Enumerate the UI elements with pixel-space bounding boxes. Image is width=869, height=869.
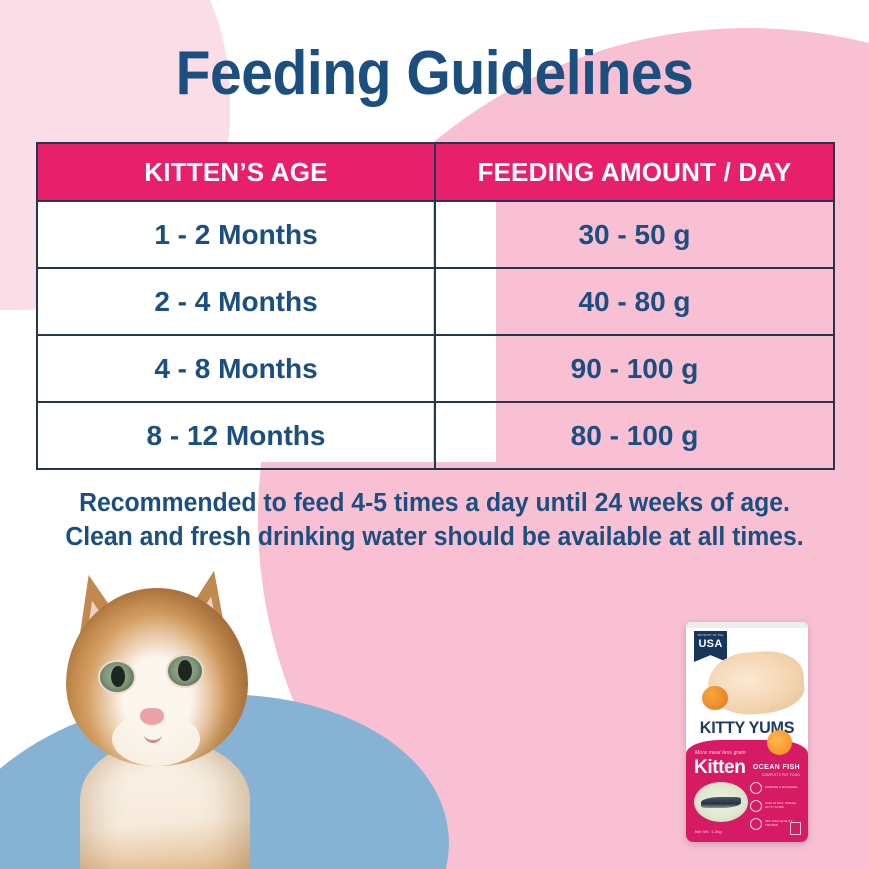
column-header-feeding-amount: FEEDING AMOUNT / DAY bbox=[434, 142, 835, 202]
fish-icon bbox=[767, 730, 792, 755]
feeding-guidelines-table: KITTEN’S AGE FEEDING AMOUNT / DAY 1 - 2 … bbox=[36, 142, 835, 470]
table-header: KITTEN’S AGE FEEDING AMOUNT / DAY bbox=[36, 142, 835, 202]
protein-icon bbox=[750, 818, 762, 830]
cell-age: 8 - 12 Months bbox=[36, 401, 436, 470]
table-row: 8 - 12 Months 80 - 100 g bbox=[36, 401, 835, 470]
bag-variant-label: Kitten bbox=[694, 757, 746, 778]
list-item: 30% HIGH QUALITY PROTEIN bbox=[750, 818, 802, 830]
kitten-photo bbox=[28, 565, 328, 869]
bag-net-weight: Net Wt: 1.2kg bbox=[695, 829, 722, 834]
table-row: 2 - 4 Months 40 - 80 g bbox=[36, 267, 835, 336]
feature-text: 30% HIGH QUALITY PROTEIN bbox=[765, 819, 793, 827]
bag-lower-panel: More meat less grain Kitten OCEAN FISH C… bbox=[686, 730, 808, 842]
bag-tagline: More meat less grain bbox=[695, 750, 746, 756]
table-row: 4 - 8 Months 90 - 100 g bbox=[36, 334, 835, 403]
cell-age: 1 - 2 Months bbox=[36, 200, 436, 269]
column-header-kittens-age: KITTEN’S AGE bbox=[36, 142, 436, 202]
feature-text: HIGH IN DHA, OMEGA FATTY ACIDS bbox=[765, 801, 796, 809]
cell-amount: 40 - 80 g bbox=[434, 267, 835, 336]
cell-amount: 90 - 100 g bbox=[434, 334, 835, 403]
table-header-row: KITTEN’S AGE FEEDING AMOUNT / DAY bbox=[36, 142, 835, 202]
table-row: 1 - 2 Months 30 - 50 g bbox=[36, 200, 835, 269]
feature-text: SARDINE & MACKEREL bbox=[765, 785, 799, 790]
table-body: 1 - 2 Months 30 - 50 g 2 - 4 Months 40 -… bbox=[36, 200, 835, 470]
feeding-notes: Recommended to feed 4-5 times a day unti… bbox=[13, 486, 856, 554]
bag-feature-list: SARDINE & MACKEREL HIGH IN DHA, OMEGA FA… bbox=[750, 782, 802, 836]
bag-kibble-icon bbox=[702, 686, 728, 710]
page-title: Feeding Guidelines bbox=[175, 39, 694, 108]
list-item: HIGH IN DHA, OMEGA FATTY ACIDS bbox=[750, 800, 802, 812]
note-line-2: Clean and fresh drinking water should be… bbox=[65, 523, 804, 551]
cell-amount: 80 - 100 g bbox=[434, 401, 835, 470]
kitten-pupil-right bbox=[178, 660, 192, 681]
usa-badge-icon: PRODUCT OF THE USA bbox=[694, 631, 727, 662]
product-bag: PRODUCT OF THE USA KITTY YUMS More meat … bbox=[686, 622, 808, 842]
kitten-nose bbox=[140, 708, 164, 725]
cell-age: 4 - 8 Months bbox=[36, 334, 436, 403]
cell-age: 2 - 4 Months bbox=[36, 267, 436, 336]
sardine-icon bbox=[750, 782, 762, 794]
bag-flavor-subtitle: COMPLETE PET FOOD bbox=[761, 773, 800, 777]
kitten-mouth bbox=[144, 726, 162, 743]
note-line-1: Recommended to feed 4-5 times a day unti… bbox=[79, 489, 790, 517]
badge-small-text: PRODUCT OF THE bbox=[697, 634, 724, 637]
bag-top-seal bbox=[686, 622, 808, 628]
cell-amount: 30 - 50 g bbox=[434, 200, 835, 269]
bag-quality-mark-icon bbox=[790, 822, 801, 835]
omega-icon bbox=[750, 800, 762, 812]
bag-fish-image bbox=[701, 797, 741, 808]
badge-country-text: USA bbox=[698, 638, 723, 650]
kitten-pupil-left bbox=[111, 666, 125, 687]
list-item: SARDINE & MACKEREL bbox=[750, 782, 802, 794]
bag-flavor-label: OCEAN FISH bbox=[752, 764, 800, 771]
bag-food-bowl-image bbox=[694, 782, 748, 822]
